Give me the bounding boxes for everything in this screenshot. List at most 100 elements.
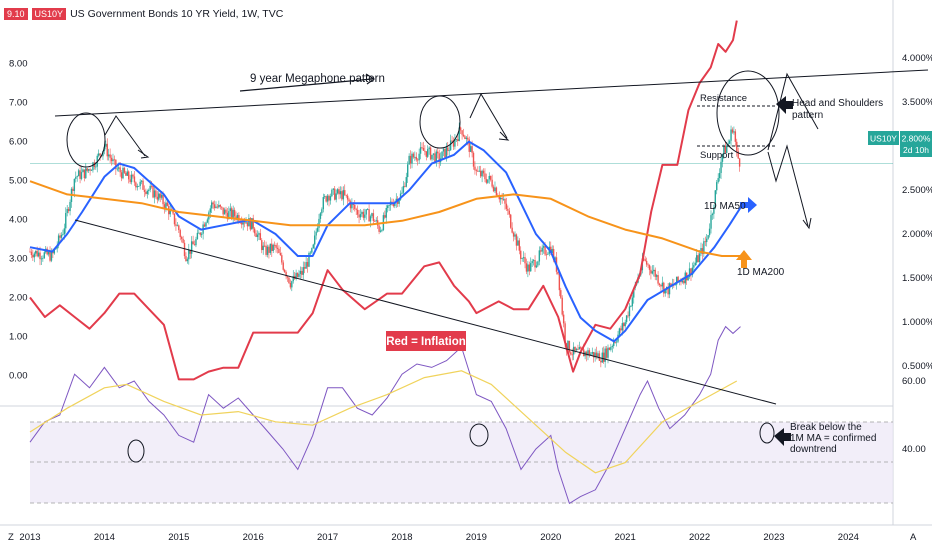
candle-body [691, 267, 694, 276]
candle-body [694, 262, 696, 266]
candle-body [532, 260, 535, 262]
candle-body [404, 186, 406, 187]
left-tick-label: 0.00 [9, 371, 28, 382]
candle-body [268, 246, 270, 253]
candle-body [65, 212, 67, 229]
candle-body [607, 347, 609, 358]
candle-body [487, 179, 489, 183]
candle-body [510, 214, 512, 228]
candle-body [560, 290, 562, 298]
candle-body [69, 201, 71, 212]
candle-body [153, 190, 156, 198]
candle-body [708, 228, 711, 236]
x-tick-label: 2013 [19, 532, 40, 543]
annotations [54, 69, 929, 463]
candle-body [179, 230, 181, 238]
candle-body [398, 199, 400, 204]
candle-body [223, 209, 226, 215]
candle-body [597, 353, 599, 358]
candle-body [603, 352, 605, 362]
price-tag-countdown: 2d 10h [903, 145, 929, 155]
rsi-line [29, 325, 741, 505]
candle-body [631, 297, 634, 307]
candle-body [148, 189, 150, 191]
candle-body [299, 270, 302, 274]
candle-body [412, 153, 415, 158]
candle-body [115, 159, 117, 169]
candle-body [429, 147, 432, 160]
candle-body [309, 252, 312, 254]
candle-body [193, 244, 196, 246]
rsi-circle-2018 [469, 423, 489, 447]
right-tick-label: 0.500% [902, 361, 932, 372]
candle-body [213, 204, 216, 209]
candle-body [711, 213, 714, 216]
candle-body [437, 151, 439, 154]
candle-body [693, 265, 695, 268]
candle-body [657, 275, 659, 284]
candle-body [29, 251, 31, 253]
candle-body [449, 140, 452, 151]
candle-body [156, 196, 159, 200]
candle-body [714, 190, 717, 208]
candle-body [140, 180, 143, 182]
candle-body [318, 218, 320, 228]
candle-body [521, 258, 523, 260]
candle-body [610, 346, 612, 350]
candle-body [710, 215, 712, 229]
x-tick-label: 2024 [838, 532, 859, 543]
candle-body [653, 269, 655, 272]
candle-body [374, 221, 376, 222]
candle-body [414, 156, 416, 158]
candle-body [180, 237, 183, 239]
candle-body [608, 347, 611, 350]
candle-body [471, 146, 473, 153]
x-tick-label: 2014 [94, 532, 115, 543]
candle-body [209, 208, 211, 213]
candle-body [479, 170, 482, 177]
candle-body [557, 271, 559, 274]
candle-body [578, 347, 581, 350]
candle-body [130, 174, 133, 183]
candle-body [146, 190, 149, 194]
candle-body [580, 347, 582, 349]
break-label: Break below the 1M MA = confirmed downtren… [790, 422, 876, 455]
candle-body [203, 224, 206, 227]
candle-body [346, 195, 349, 200]
candle-body [87, 169, 90, 171]
candle-body [118, 167, 120, 169]
candle-body [136, 186, 139, 188]
candle-body [448, 150, 450, 152]
candle-body [658, 283, 661, 286]
candle-body [303, 267, 306, 269]
candle-body [670, 283, 672, 286]
candle-body [375, 220, 377, 222]
candle-body [35, 250, 37, 254]
candle-body [547, 253, 549, 255]
x-tick-label: 2022 [689, 532, 710, 543]
candle-body [498, 196, 500, 200]
candle-body [419, 147, 422, 154]
candle-body [550, 246, 552, 254]
candle-body [408, 155, 410, 165]
candle-body [49, 251, 51, 261]
candle-body [76, 176, 78, 177]
candle-body [306, 262, 309, 267]
candle-body [362, 211, 365, 218]
candle-body [120, 172, 123, 179]
candle-body [200, 233, 203, 235]
candle-body [122, 167, 124, 179]
left-tick-label: 8.00 [9, 59, 28, 70]
candle-body [289, 282, 292, 288]
candle-body [461, 130, 463, 135]
candle-body [515, 234, 518, 246]
candle-body [163, 204, 166, 209]
candle-body [185, 256, 187, 262]
candle-body [126, 171, 128, 176]
x-tick-label: 2017 [317, 532, 338, 543]
candle-body [723, 145, 725, 155]
chart-title: US Government Bonds 10 YR Yield, 1W, TVC [70, 8, 284, 20]
candle-body [677, 276, 679, 282]
candle-body [706, 238, 708, 243]
hs-projection-down [767, 144, 809, 227]
